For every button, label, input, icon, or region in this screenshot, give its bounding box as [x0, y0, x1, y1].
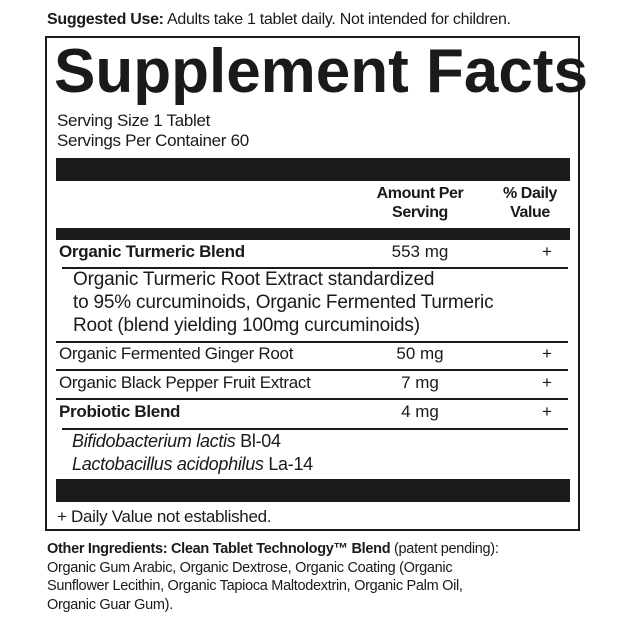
serving-size: Serving Size 1 Tablet	[57, 111, 211, 130]
supplement-facts-panel	[45, 36, 580, 531]
nutrient-amount: 7 mg	[401, 373, 439, 392]
species: Bifidobacterium lactis	[72, 431, 236, 451]
suggested-use-text: Adults take 1 tablet daily. Not intended…	[163, 11, 511, 28]
nutrient-name: Organic Black Pepper Fruit Extract	[59, 373, 311, 392]
nutrient-amount: 50 mg	[396, 344, 444, 363]
divider-bar	[56, 479, 570, 502]
nutrient-name: Organic Fermented Ginger Root	[59, 344, 294, 363]
strain: Bl-04	[235, 431, 281, 451]
ingredients-line: Organic Guar Gum).	[47, 596, 173, 613]
panel-title: Supplement Facts	[54, 37, 588, 106]
ingredients-line: Organic Gum Arabic, Organic Dextrose, Or…	[47, 559, 453, 576]
other-ingredients-label: Other Ingredients: Clean Tablet Technolo…	[47, 541, 391, 557]
row-rule	[56, 341, 568, 343]
other-ingredients: Other Ingredients: Clean Tablet Technolo…	[47, 540, 499, 614]
amount-header-line1: Amount Per	[376, 185, 464, 202]
nutrient-amount: 4 mg	[401, 402, 439, 421]
daily-value-header: % Daily Value	[490, 184, 570, 222]
servings-per-container: Servings Per Container 60	[57, 131, 249, 150]
nutrient-dv: +	[542, 373, 552, 392]
row-rule	[56, 398, 568, 400]
detail-line: Root (blend yielding 100mg curcuminoids)	[73, 315, 420, 336]
row-rule	[62, 267, 568, 269]
suggested-use-label: Suggested Use:	[47, 11, 164, 28]
divider-bar	[56, 228, 570, 240]
turmeric-detail: Organic Turmeric Root Extract standardiz…	[73, 268, 494, 337]
detail-line: Organic Turmeric Root Extract standardiz…	[73, 269, 435, 290]
dv-header-line2: Value	[510, 204, 550, 221]
amount-header: Amount Per Serving	[365, 184, 475, 222]
strain: La-14	[263, 454, 313, 474]
detail-line: to 95% curcuminoids, Organic Fermented T…	[73, 292, 494, 313]
probiotic-list: Bifidobacterium lactis Bl-04 Lactobacill…	[72, 430, 313, 476]
nutrient-name: Probiotic Blend	[59, 402, 181, 421]
probiotic-item: Lactobacillus acidophilus La-14	[72, 453, 313, 476]
nutrient-amount: 553 mg	[391, 242, 449, 261]
nutrient-dv: +	[542, 242, 552, 261]
nutrient-dv: +	[542, 402, 552, 421]
row-rule	[62, 428, 568, 430]
nutrient-dv: +	[542, 344, 552, 363]
divider-bar	[56, 158, 570, 181]
ingredients-line: Sunflower Lecithin, Organic Tapioca Malt…	[47, 578, 463, 594]
suggested-use: Suggested Use: Adults take 1 tablet dail…	[47, 11, 511, 29]
nutrient-name: Organic Turmeric Blend	[59, 242, 245, 261]
footnote: + Daily Value not established.	[57, 507, 272, 526]
ingredients-line: (patent pending):	[390, 541, 499, 557]
species: Lactobacillus acidophilus	[72, 454, 264, 474]
amount-header-line2: Serving	[392, 204, 448, 221]
probiotic-item: Bifidobacterium lactis Bl-04	[72, 430, 313, 453]
row-rule	[56, 369, 568, 371]
dv-header-line1: % Daily	[502, 185, 558, 202]
